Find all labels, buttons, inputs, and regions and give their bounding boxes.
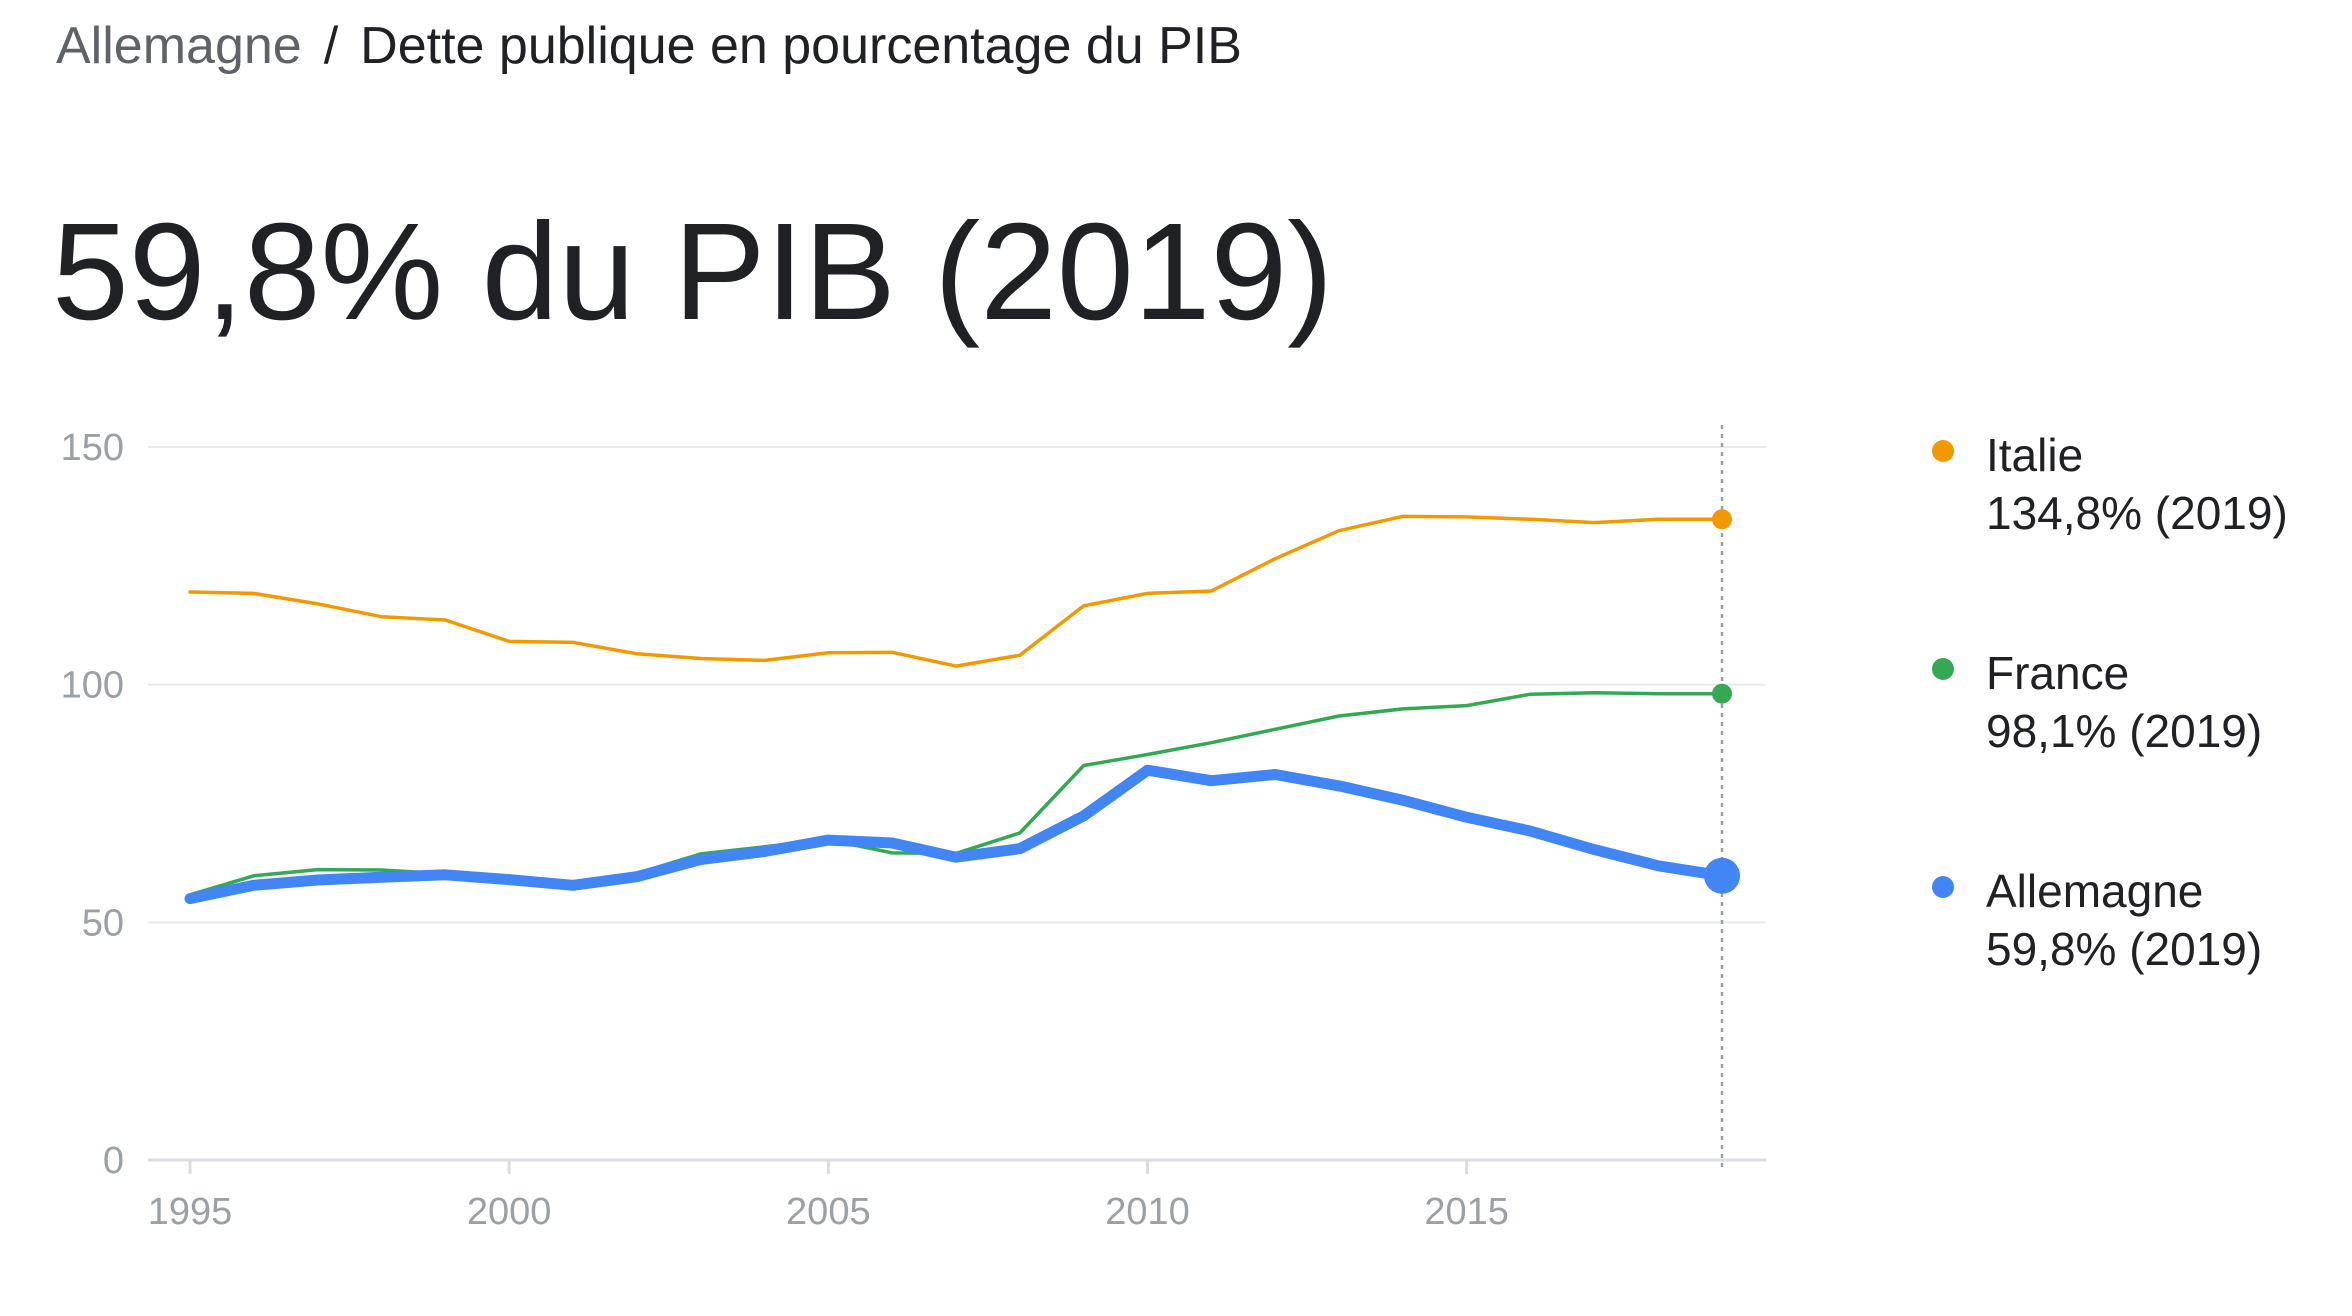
legend-dot-icon	[1932, 440, 1954, 462]
y-tick-label: 50	[82, 902, 124, 944]
x-tick-label: 2010	[1105, 1191, 1190, 1233]
y-tick-label: 100	[61, 665, 124, 707]
y-tick-label: 150	[61, 427, 124, 469]
grid-layer	[148, 446, 1766, 1162]
series-endpoint-italie	[1712, 509, 1732, 530]
legend-dot-icon	[1932, 658, 1954, 680]
x-tick-label: 1995	[148, 1191, 233, 1233]
series-endpoint-allemagne	[1704, 857, 1740, 894]
legend-dot-icon	[1932, 876, 1954, 898]
series-line-italie	[188, 514, 1724, 668]
x-tick-label: 2015	[1424, 1191, 1509, 1233]
series-layer	[184, 509, 1740, 905]
series-line-allemagne	[184, 764, 1728, 905]
breadcrumb: Allemagne / Dette publique en pourcentag…	[56, 14, 1242, 78]
axis-layer: 0 50 100 150 1995 2000 2005 2010 2015	[61, 425, 1724, 1233]
legend-series-value: 134,8% (2019)	[1986, 487, 2288, 539]
x-tick-label: 2000	[467, 1191, 552, 1233]
series-endpoint-france	[1712, 683, 1732, 704]
headline-value: 59,8% du PIB (2019)	[52, 195, 1334, 349]
breadcrumb-parent-link[interactable]: Allemagne	[56, 17, 302, 75]
breadcrumb-separator: /	[323, 17, 339, 75]
y-tick-label: 0	[103, 1140, 124, 1182]
series-line-france	[188, 690, 1724, 897]
legend-series-name: Allemagne	[1986, 865, 2204, 917]
legend-series-name: Italie	[1986, 429, 2084, 481]
legend-series-value: 59,8% (2019)	[1986, 923, 2263, 975]
breadcrumb-current: Dette publique en pourcentage du PIB	[360, 17, 1242, 75]
x-tick-label: 2005	[786, 1191, 871, 1233]
legend-series-value: 98,1% (2019)	[1986, 705, 2263, 757]
legend-series-name: France	[1986, 647, 2130, 699]
